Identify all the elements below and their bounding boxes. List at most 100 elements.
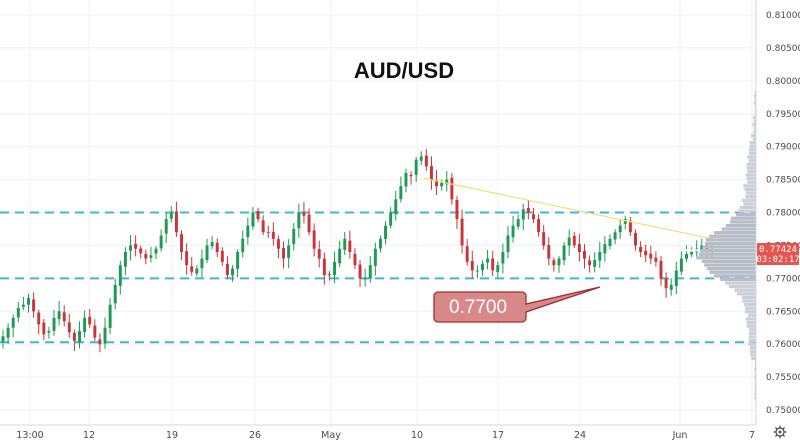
candle (266, 225, 270, 238)
volume-profile-bar (701, 259, 756, 264)
x-tick-label: May (321, 430, 341, 441)
candle (547, 237, 551, 266)
candle (215, 238, 219, 257)
candle (98, 333, 102, 353)
volume-profile-bar (713, 274, 756, 278)
candle (399, 176, 403, 203)
candle (521, 203, 525, 231)
y-tick-label: 0.78500 (766, 176, 800, 186)
volume-profile-bar (749, 144, 756, 148)
candle (557, 255, 561, 273)
volume-profile-bar (748, 159, 756, 163)
x-tick-label: Jun (672, 430, 688, 441)
candle (450, 172, 454, 205)
candle (93, 319, 97, 341)
candle (531, 207, 535, 223)
candle (368, 255, 372, 283)
volume-profile-bar (753, 115, 756, 120)
candle (103, 317, 107, 349)
volume-profile-bar (705, 238, 756, 242)
candle (195, 265, 199, 277)
candle (174, 201, 178, 237)
volume-profile-bar (754, 385, 756, 389)
candle (11, 314, 15, 338)
candle (409, 171, 413, 185)
volume-profile-bar (744, 310, 756, 314)
y-tick-label: 0.81000 (766, 11, 800, 21)
candle (664, 272, 668, 298)
volume-profile-bar (746, 166, 756, 170)
volume-profile-bar (743, 202, 756, 206)
volume-profile-bar (745, 317, 756, 321)
annotation-box (433, 286, 601, 323)
volume-profile-bar (702, 245, 756, 249)
candle (623, 215, 627, 230)
candle (465, 239, 469, 266)
candle (164, 212, 168, 244)
volume-profile-bar (748, 148, 756, 152)
candle (327, 271, 331, 281)
candle (83, 310, 87, 338)
candle (1, 329, 5, 349)
candle (246, 217, 250, 245)
candle (679, 250, 683, 276)
price-axis[interactable]: 0.81000 0.80500 0.80000 0.79500 0.79000 0.785… (755, 0, 800, 425)
settings-gear-icon[interactable] (773, 425, 787, 439)
x-tick-label: 17 (492, 430, 504, 441)
candle (236, 249, 240, 278)
volume-profile-bar (709, 234, 756, 238)
volume-profile-bar (743, 184, 756, 188)
volume-profile-bar (747, 180, 756, 184)
volume-profile-bar (706, 267, 756, 271)
x-tick-label: 7 (749, 430, 755, 441)
volume-profile-bar (753, 119, 756, 123)
candle (27, 293, 30, 313)
candle (552, 257, 556, 272)
y-tick-label: 0.79000 (766, 143, 800, 153)
candles (1, 149, 714, 353)
candle (32, 292, 36, 318)
candle (639, 241, 643, 258)
current-price-value: 0.77424 (759, 245, 797, 255)
current-price-countdown: 03:02:17 (756, 255, 799, 265)
candle (562, 242, 566, 266)
y-tick-label: 0.76500 (766, 307, 800, 317)
volume-profile-bar (748, 331, 756, 336)
candle (389, 207, 393, 229)
candle (526, 200, 530, 220)
candle (429, 156, 433, 190)
volume-profile-bar (730, 220, 756, 224)
y-tick-label: 0.79500 (766, 110, 800, 120)
candle (210, 235, 214, 250)
candle (241, 230, 245, 258)
volume-profile-bar (754, 364, 756, 368)
volume-profile-bar (745, 195, 756, 199)
candle (644, 244, 648, 263)
volume-profile-bar (750, 349, 756, 353)
candle (62, 305, 66, 327)
candle (685, 245, 688, 262)
volume-profile-bar (746, 324, 756, 328)
candle (231, 264, 235, 282)
annotation-label: 0.7700 (449, 297, 507, 318)
volume-profile-bar (754, 360, 756, 364)
candle (317, 240, 321, 268)
candle (256, 207, 260, 223)
candle (57, 300, 61, 326)
candle (455, 196, 459, 229)
candle (506, 226, 510, 259)
y-tick-label: 0.75000 (766, 406, 800, 416)
time-axis[interactable]: 13:00 12 19 26 May 10 17 24 Jun 7 (0, 424, 756, 441)
volume-profile-bar (724, 281, 756, 285)
volume-profile-bar (734, 288, 756, 292)
volume-profile-bar (748, 335, 756, 339)
candle (419, 151, 423, 166)
candle (475, 265, 479, 279)
chart-title: AUD/USD (354, 58, 454, 83)
volume-profile-bar (751, 133, 756, 138)
volume-profile-bar (730, 216, 756, 220)
candle (322, 252, 326, 285)
volume-profile-bar (742, 299, 756, 303)
candle (282, 241, 286, 269)
